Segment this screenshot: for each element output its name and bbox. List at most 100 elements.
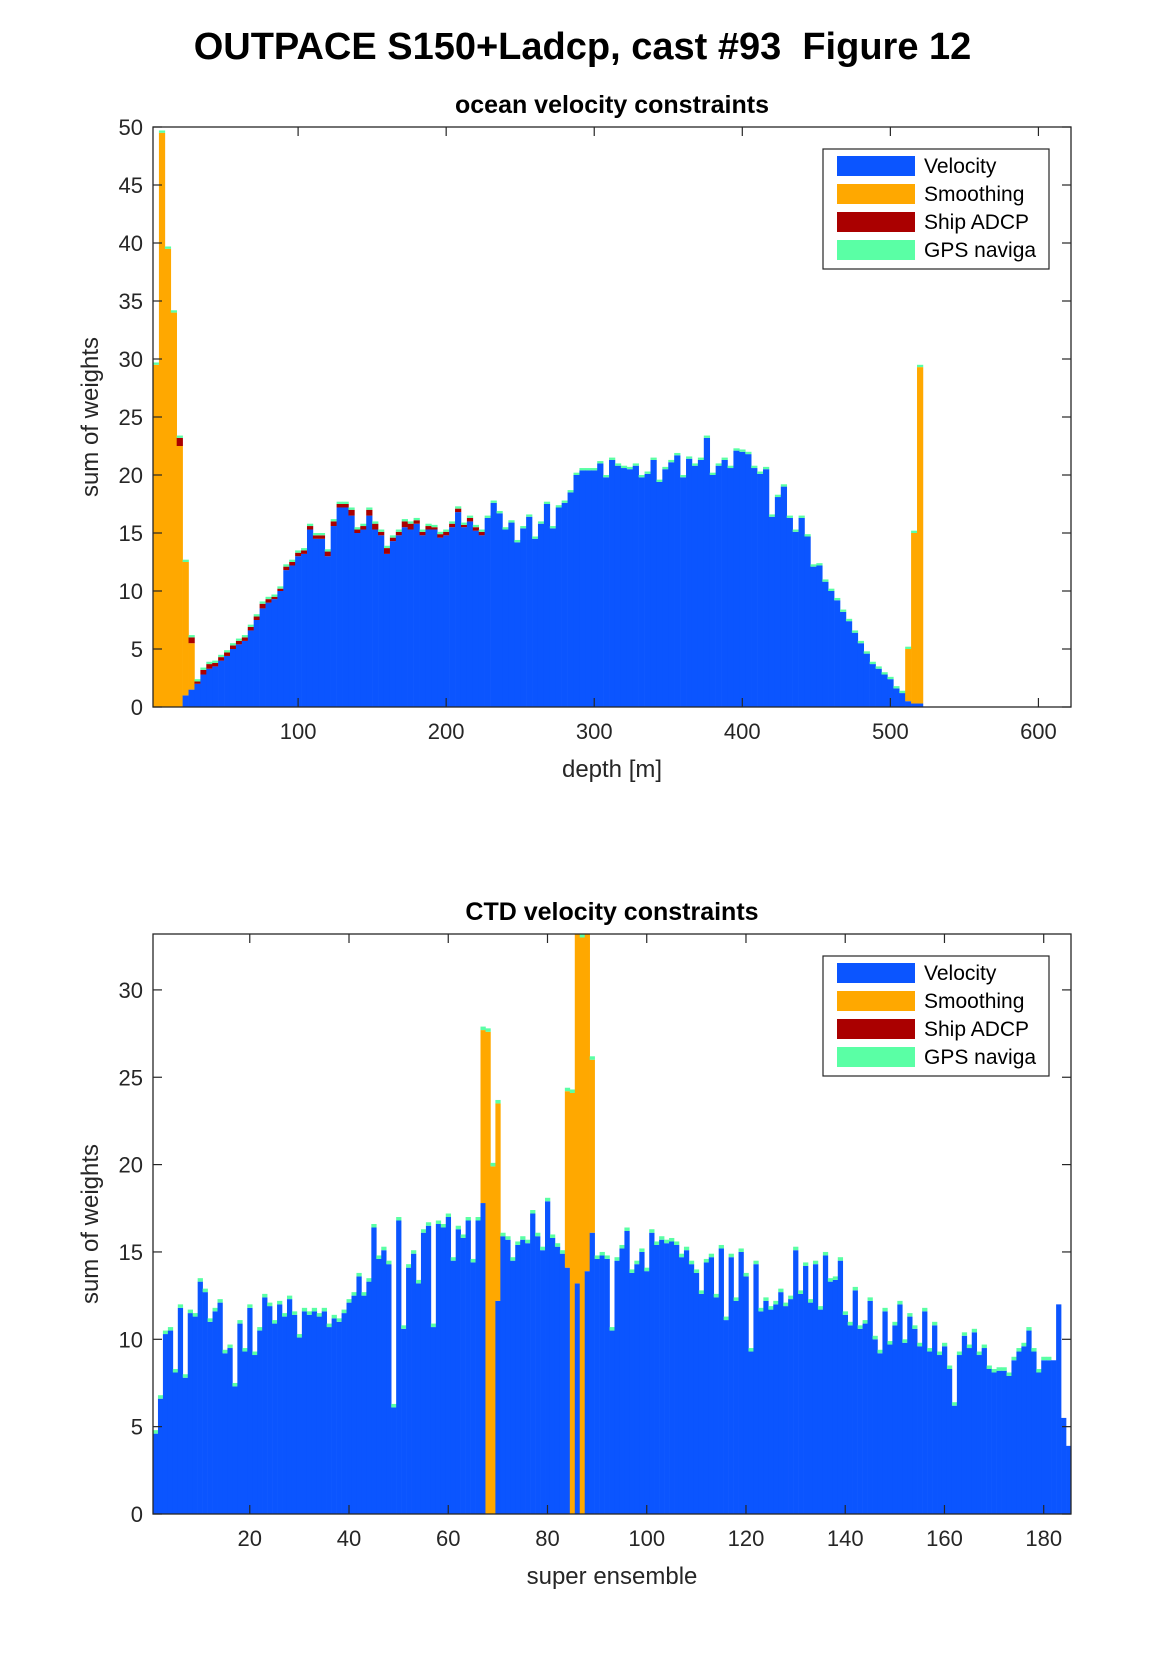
bar-velocity: [827, 1281, 834, 1514]
bar-ship_adcp: [431, 527, 438, 530]
bar-gps_naviga: [277, 586, 284, 589]
bar-velocity: [411, 1253, 417, 1514]
bar-velocity: [342, 507, 349, 707]
bar-velocity: [822, 581, 829, 707]
bar-gps_naviga: [525, 1239, 531, 1244]
bar-velocity: [816, 565, 823, 707]
legend-swatch-smoothing: [837, 184, 915, 204]
bar-gps_naviga: [614, 463, 622, 466]
bar-velocity: [1056, 1304, 1062, 1514]
bar-gps_naviga: [686, 456, 693, 459]
legend-swatch-smoothing: [837, 991, 915, 1011]
bar-gps_naviga: [188, 635, 195, 638]
bar-gps_naviga: [743, 1272, 749, 1277]
bar-velocity: [532, 538, 539, 707]
bar-velocity: [252, 1355, 258, 1514]
bar-gps_naviga: [708, 1253, 715, 1258]
bar-gps_naviga: [713, 1293, 719, 1298]
bar-gps_naviga: [200, 667, 207, 670]
legend-swatch-velocity: [837, 156, 915, 176]
bar-velocity: [828, 591, 835, 707]
bar-gps_naviga: [342, 501, 349, 504]
bar-gps_naviga: [420, 1229, 427, 1233]
bar-smoothing: [905, 649, 912, 702]
bar-gps_naviga: [788, 1295, 794, 1300]
bar-gps_naviga: [415, 1279, 422, 1284]
bar-velocity: [603, 477, 610, 707]
chart-title: ocean velocity constraints: [455, 91, 769, 119]
bar-gps_naviga: [753, 1260, 759, 1265]
bar-ship_adcp: [389, 537, 397, 542]
bar-velocity: [669, 1241, 675, 1514]
bar-ship_adcp: [218, 657, 225, 661]
bar-gps_naviga: [877, 1349, 883, 1354]
bar-velocity: [751, 468, 758, 707]
bar-ship_adcp: [224, 652, 231, 656]
bar-gps_naviga: [282, 1313, 288, 1317]
bar-ship_adcp: [324, 551, 331, 557]
bar-gps_naviga: [649, 1229, 655, 1233]
bar-ship_adcp: [383, 548, 391, 554]
bar-gps_naviga: [475, 1217, 481, 1221]
bar-velocity: [857, 1328, 863, 1514]
bar-velocity: [549, 528, 557, 707]
bar-gps_naviga: [644, 1267, 650, 1272]
bar-ship_adcp: [455, 508, 462, 513]
bar-velocity: [262, 1297, 268, 1514]
bar-velocity: [301, 1311, 308, 1514]
bar-velocity: [837, 1260, 844, 1514]
bar-gps_naviga: [837, 1257, 844, 1261]
bar-velocity: [218, 660, 225, 707]
bar-gps_naviga: [961, 1332, 968, 1336]
bar-velocity: [1011, 1360, 1017, 1514]
bar-velocity: [237, 1323, 243, 1514]
bar-velocity: [495, 1300, 501, 1514]
bar-ship_adcp: [366, 509, 373, 516]
bar-gps_naviga: [559, 1250, 566, 1254]
bar-gps_naviga: [751, 465, 758, 469]
bar-velocity: [271, 599, 278, 707]
legend-swatch-ship_adcp: [837, 1019, 915, 1039]
bar-gps_naviga: [674, 452, 681, 456]
bar-velocity: [991, 1372, 997, 1514]
bar-ship_adcp: [277, 588, 284, 591]
bar-gps_naviga: [336, 1318, 342, 1322]
bar-gps_naviga: [773, 1300, 779, 1305]
bar-gps_naviga: [425, 523, 432, 527]
bar-gps_naviga: [164, 246, 172, 249]
legend-label-gps_naviga: GPS naviga: [924, 239, 1036, 262]
bar-velocity: [727, 468, 734, 707]
bar-ship_adcp: [378, 531, 385, 536]
bar-smoothing: [176, 446, 183, 707]
bar-smoothing: [182, 562, 189, 696]
bar-velocity: [162, 1334, 169, 1514]
bar-velocity: [490, 502, 497, 707]
bar-gps_naviga: [905, 646, 912, 649]
bar-gps_naviga: [549, 1234, 556, 1238]
bar-gps_naviga: [465, 1217, 471, 1221]
bar-velocity: [330, 526, 337, 707]
bar-gps_naviga: [619, 1244, 625, 1249]
bar-ship_adcp: [443, 531, 450, 536]
bar-gps_naviga: [510, 1257, 516, 1261]
bar-velocity: [217, 1302, 223, 1514]
bar-velocity: [786, 517, 793, 707]
bar-velocity: [224, 655, 231, 707]
bar-gps_naviga: [371, 1224, 377, 1228]
bar-velocity: [207, 1321, 213, 1514]
bar-gps_naviga: [530, 1210, 536, 1214]
y-tick-label: 0: [131, 1502, 143, 1527]
bar-velocity: [715, 465, 722, 707]
bar-gps_naviga: [632, 463, 639, 466]
y-tick-label: 20: [119, 463, 143, 488]
bar-velocity: [674, 455, 681, 707]
bar-gps_naviga: [212, 1307, 218, 1312]
bar-velocity: [449, 527, 456, 707]
y-tick-label: 50: [119, 115, 143, 140]
bar-velocity: [192, 1316, 198, 1514]
bar-gps_naviga: [383, 545, 391, 549]
bar-velocity: [609, 1330, 615, 1514]
bar-velocity: [680, 477, 687, 707]
bar-velocity: [619, 1248, 625, 1514]
bar-velocity: [545, 1201, 551, 1514]
